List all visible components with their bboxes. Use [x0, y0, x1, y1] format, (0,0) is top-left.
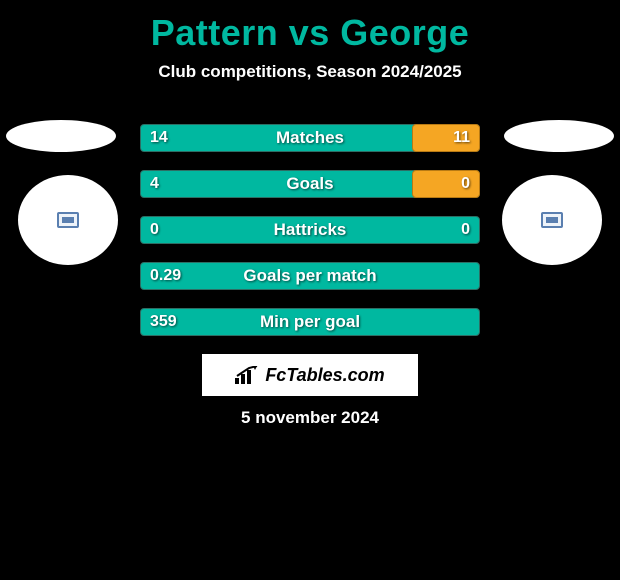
stat-row: 00Hattricks: [140, 216, 480, 244]
stats-bars: 1411Matches 40Goals 00Hattricks 0.29Goals p…: [140, 124, 480, 354]
stat-row: 0.29Goals per match: [140, 262, 480, 290]
stat-bar-right: [412, 124, 480, 152]
stat-row: 359Min per goal: [140, 308, 480, 336]
stat-bar-left: [140, 308, 480, 336]
logo-text: FcTables.com: [265, 365, 384, 386]
date-line: 5 november 2024: [0, 408, 620, 428]
subtitle: Club competitions, Season 2024/2025: [0, 62, 620, 82]
player-left-oval: [6, 120, 116, 152]
stat-bar-left: [140, 216, 480, 244]
stat-bar-right: [412, 170, 480, 198]
fctables-logo: FcTables.com: [202, 354, 418, 396]
page-title: Pattern vs George: [0, 0, 620, 54]
stat-bar-left: [140, 262, 480, 290]
player-right-avatar: [502, 175, 602, 265]
player-right-oval: [504, 120, 614, 152]
placeholder-photo-icon: [57, 212, 79, 228]
stat-row: 1411Matches: [140, 124, 480, 152]
chart-icon: [235, 366, 259, 384]
stat-row: 40Goals: [140, 170, 480, 198]
placeholder-photo-icon: [541, 212, 563, 228]
player-left-avatar: [18, 175, 118, 265]
